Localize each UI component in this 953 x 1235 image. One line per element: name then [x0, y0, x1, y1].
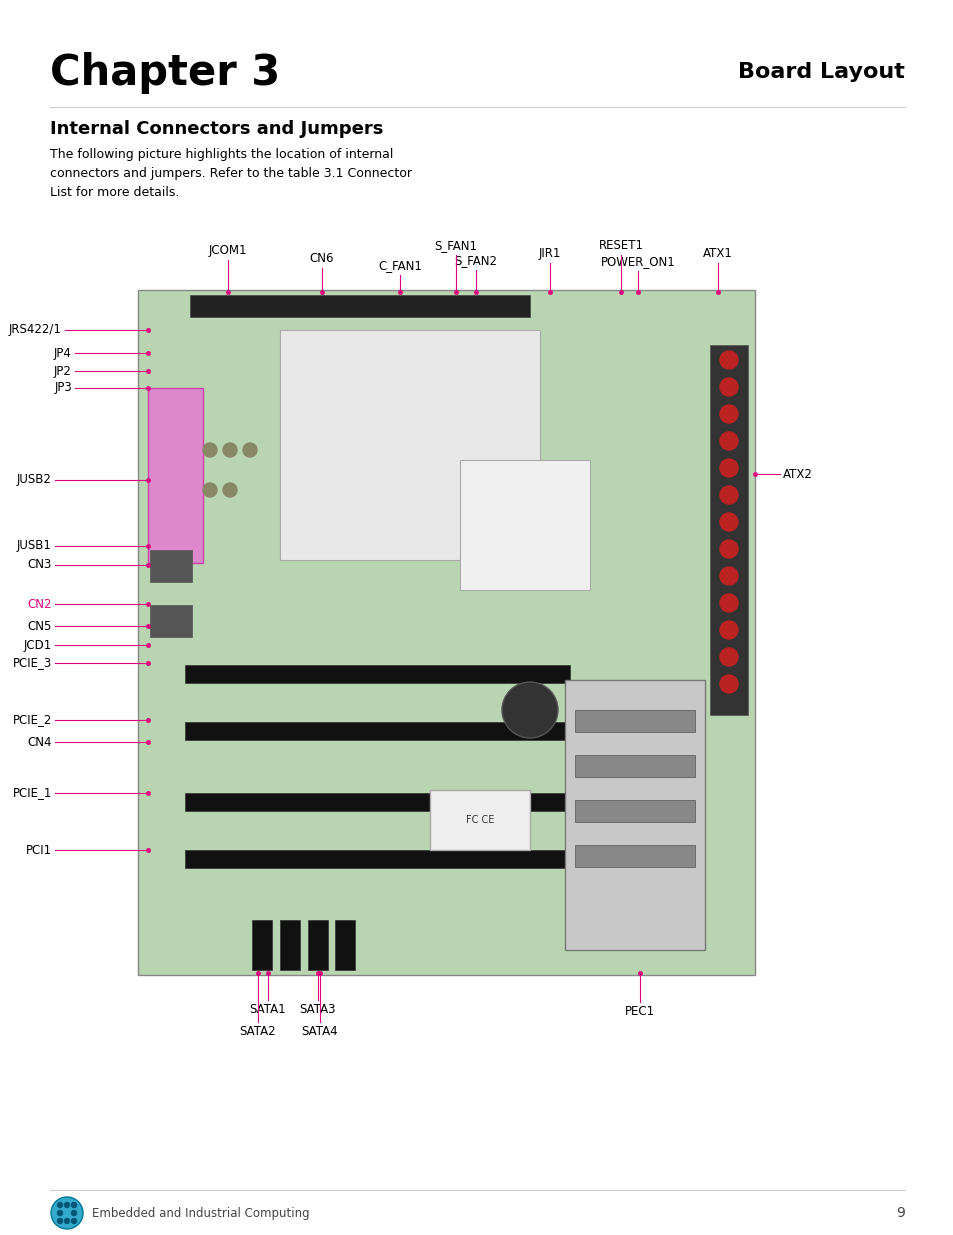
Text: Internal Connectors and Jumpers: Internal Connectors and Jumpers: [50, 120, 383, 138]
Text: 9: 9: [895, 1207, 904, 1220]
Bar: [308, 920, 328, 969]
Text: JRS422/1: JRS422/1: [10, 324, 62, 336]
Text: Board Layout: Board Layout: [738, 62, 904, 82]
Text: Embedded and Industrial Computing: Embedded and Industrial Computing: [91, 1207, 310, 1219]
Circle shape: [203, 443, 216, 457]
Bar: [575, 800, 695, 823]
Circle shape: [720, 567, 738, 585]
Text: SATA2: SATA2: [239, 1025, 276, 1037]
Text: CN4: CN4: [28, 736, 52, 748]
Circle shape: [720, 487, 738, 504]
Bar: [335, 920, 355, 969]
Text: JP3: JP3: [54, 382, 71, 394]
Bar: [190, 295, 530, 317]
Circle shape: [57, 1210, 63, 1215]
Bar: [280, 920, 299, 969]
Text: SATA4: SATA4: [301, 1025, 338, 1037]
Circle shape: [720, 432, 738, 450]
Text: CN2: CN2: [28, 598, 52, 610]
Text: JP4: JP4: [54, 347, 71, 359]
Text: PCIE_1: PCIE_1: [12, 787, 52, 799]
Circle shape: [65, 1203, 70, 1208]
Text: PCIE_3: PCIE_3: [12, 657, 52, 669]
Text: SATA3: SATA3: [299, 1003, 335, 1016]
Circle shape: [223, 483, 236, 496]
Circle shape: [720, 351, 738, 369]
Text: C_FAN1: C_FAN1: [377, 259, 421, 272]
Circle shape: [243, 443, 256, 457]
Text: The following picture highlights the location of internal
connectors and jumpers: The following picture highlights the loc…: [50, 148, 412, 199]
Circle shape: [71, 1210, 76, 1215]
Text: PCI1: PCI1: [26, 844, 52, 857]
Text: CN3: CN3: [28, 558, 52, 572]
Text: RESET1: RESET1: [598, 240, 643, 252]
Circle shape: [57, 1203, 63, 1208]
Text: PEC1: PEC1: [624, 1005, 655, 1018]
Text: JCOM1: JCOM1: [209, 245, 247, 257]
Circle shape: [57, 1219, 63, 1224]
Text: CN6: CN6: [310, 252, 334, 266]
Bar: [252, 920, 272, 969]
Circle shape: [720, 676, 738, 693]
Text: ATX1: ATX1: [702, 247, 732, 261]
Text: JIR1: JIR1: [538, 247, 560, 261]
Text: PCIE_2: PCIE_2: [12, 714, 52, 726]
Bar: [575, 710, 695, 732]
Bar: [138, 290, 754, 974]
Text: JCD1: JCD1: [24, 638, 52, 652]
Bar: [575, 755, 695, 777]
Bar: [430, 790, 530, 850]
Bar: [575, 845, 695, 867]
Circle shape: [720, 405, 738, 424]
Text: SATA1: SATA1: [250, 1003, 286, 1016]
Bar: [459, 459, 589, 590]
Circle shape: [720, 459, 738, 477]
Circle shape: [720, 594, 738, 613]
Circle shape: [65, 1219, 70, 1224]
Text: JP2: JP2: [54, 364, 71, 378]
Circle shape: [71, 1219, 76, 1224]
Circle shape: [720, 513, 738, 531]
Bar: [185, 850, 639, 868]
Circle shape: [720, 540, 738, 558]
Bar: [148, 388, 203, 563]
Text: S_FAN1: S_FAN1: [434, 240, 477, 252]
Circle shape: [71, 1203, 76, 1208]
Text: Chapter 3: Chapter 3: [50, 52, 280, 94]
Circle shape: [203, 483, 216, 496]
Bar: [709, 345, 747, 715]
Text: S_FAN2: S_FAN2: [454, 254, 497, 267]
Text: POWER_ON1: POWER_ON1: [600, 254, 675, 268]
Bar: [185, 664, 569, 683]
Bar: [280, 330, 539, 559]
Text: JUSB1: JUSB1: [17, 540, 52, 552]
Bar: [185, 793, 569, 811]
Text: ATX2: ATX2: [782, 468, 812, 480]
Bar: [564, 680, 704, 950]
Circle shape: [51, 1197, 83, 1229]
Circle shape: [720, 648, 738, 666]
Circle shape: [720, 621, 738, 638]
Text: FC CE: FC CE: [465, 815, 494, 825]
Text: CN5: CN5: [28, 620, 52, 632]
Circle shape: [501, 682, 558, 739]
Bar: [185, 722, 569, 740]
Bar: [150, 550, 192, 582]
Text: JUSB2: JUSB2: [17, 473, 52, 487]
Circle shape: [720, 378, 738, 396]
Bar: [150, 605, 192, 637]
Circle shape: [223, 443, 236, 457]
